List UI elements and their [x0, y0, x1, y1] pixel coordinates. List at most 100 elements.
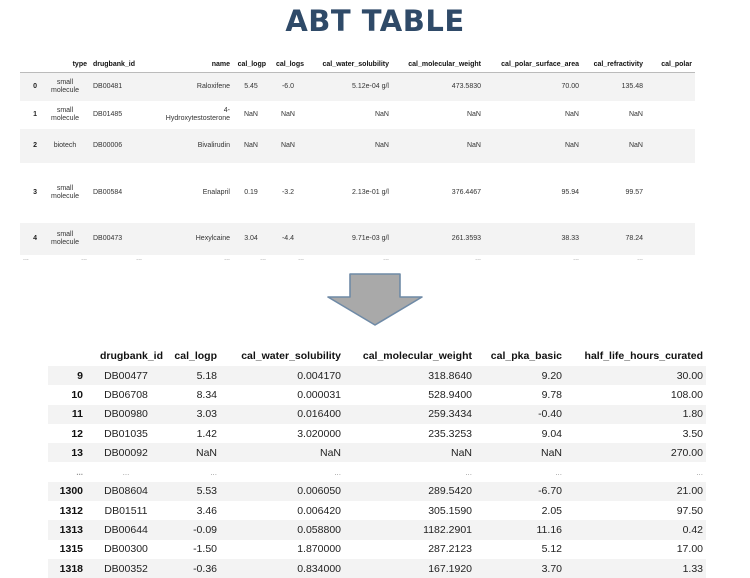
column-header-cal-molecular-weight: cal_molecular_weight — [392, 56, 484, 73]
cell-cal-molecular-weight: ... — [465, 467, 472, 477]
row-index: 1313 — [59, 524, 83, 537]
column-header-cal-water-solubility: cal_water_solubility — [241, 350, 341, 362]
column-header-cal-water-solubility: cal_water_solubility — [307, 56, 392, 73]
ellipsis-cell: ... — [637, 254, 643, 262]
cell-drugbank-id: DB00477 — [104, 369, 148, 382]
cell-cal-logp: 3.04 — [244, 235, 258, 242]
cell-cal-polar-surface-area: 70.00 — [561, 83, 579, 91]
cell-drugbank-id: DB06708 — [104, 388, 148, 401]
row-index: 1318 — [59, 562, 83, 575]
cell-drugbank-id: DB00092 — [104, 446, 148, 459]
cell-name: Enalapril — [145, 163, 233, 223]
row-index: ... — [76, 467, 83, 477]
column-header-index — [48, 346, 86, 366]
cell-cal-water-solubility: 2.13e-01 g/l — [352, 189, 389, 196]
cell-cal-refractivity: NaN — [628, 111, 643, 118]
cell-cal-logp: NaN — [195, 446, 217, 459]
cell-cal-molecular-weight: NaN — [466, 111, 481, 118]
cell-cal-pka-basic: 2.05 — [541, 504, 562, 517]
cell-half-life-hours-curated: ... — [696, 467, 703, 477]
table-row: 1300 DB08604 5.53 0.006050 289.5420 -6.70 21.0… — [48, 481, 706, 502]
ellipsis-cell: ... — [383, 254, 389, 262]
cell-cal-logp: 3.46 — [196, 504, 217, 517]
cell-cal-logs: -3.2 — [281, 189, 295, 196]
row-index: 1312 — [59, 504, 83, 517]
cell-half-life-hours-curated: 3.50 — [682, 427, 703, 440]
cell-cal-logp: NaN — [243, 111, 258, 118]
cell-cal-molecular-weight: 259.3434 — [428, 408, 472, 421]
cell-cal-molecular-weight: 318.8640 — [428, 369, 472, 382]
cell-type: small molecule — [40, 73, 90, 101]
abt-table-after: drugbank_id cal_logp cal_water_solubilit… — [48, 346, 706, 578]
cell-cal-refractivity: 135.48 — [621, 83, 643, 91]
cell-name-line: Raloxifene — [196, 82, 230, 90]
cell-cal-polar — [646, 223, 695, 255]
cell-cal-pka-basic: 11.16 — [536, 524, 563, 537]
cell-cal-water-solubility: 0.834000 — [297, 562, 341, 575]
row-index: 2 — [33, 142, 37, 149]
column-header-drugbank-id: drugbank_id — [90, 56, 145, 73]
cell-drugbank-id: DB00006 — [93, 142, 123, 149]
cell-half-life-hours-curated: 21.00 — [676, 485, 703, 498]
cell-name: Hexylcaine — [145, 223, 233, 255]
down-arrow-icon — [327, 273, 423, 326]
cell-cal-molecular-weight: 1182.2901 — [423, 524, 472, 537]
cell-cal-polar-surface-area: NaN — [564, 142, 579, 149]
cell-type: small molecule — [40, 101, 90, 129]
table-header-row: drugbank_id cal_logp cal_water_solubilit… — [48, 346, 706, 366]
cell-cal-polar-surface-area: NaN — [564, 111, 579, 118]
cell-cal-logp: 3.03 — [196, 408, 217, 421]
cell-cal-logp: 8.34 — [196, 388, 217, 401]
cell-drugbank-id: DB00481 — [93, 83, 123, 91]
cell-cal-molecular-weight: 287.2123 — [428, 543, 472, 556]
cell-cal-logp: 1.42 — [196, 427, 217, 440]
cell-cal-water-solubility: NaN — [319, 446, 341, 459]
column-header-cal-pka-basic: cal_pka_basic — [490, 350, 562, 362]
cell-drugbank-id: DB01485 — [93, 111, 123, 118]
cell-cal-pka-basic: ... — [555, 467, 562, 477]
column-header-cal-logp: cal_logp — [233, 56, 269, 73]
cell-cal-logs: -4.4 — [281, 235, 295, 242]
row-index: 4 — [33, 235, 37, 242]
ellipsis-cell: ... — [573, 254, 579, 262]
cell-cal-pka-basic: -0.40 — [538, 408, 562, 421]
cell-type: biotech — [40, 129, 90, 163]
cell-type-line: small — [56, 106, 74, 114]
cell-name-line: 4- — [223, 106, 230, 114]
page-title: ABT TABLE — [285, 4, 465, 38]
cell-cal-molecular-weight: NaN — [466, 142, 481, 149]
table-row: 9 DB00477 5.18 0.004170 318.8640 9.20 30.00 — [48, 366, 706, 386]
ellipsis-cell: ... — [298, 254, 304, 262]
cell-cal-water-solubility: 0.058800 — [297, 524, 341, 537]
cell-cal-pka-basic: 5.12 — [541, 543, 562, 556]
table-row-ellipsis: .............................. — [20, 254, 695, 269]
column-header-cal-logs: cal_logs — [269, 56, 307, 73]
cell-cal-water-solubility: 0.006420 — [297, 504, 341, 517]
cell-half-life-hours-curated: 108.00 — [670, 388, 703, 401]
cell-cal-water-solubility: ... — [334, 467, 341, 477]
table-row: 13 DB00092 NaN NaN NaN NaN 270.00 — [48, 443, 706, 463]
cell-drugbank-id: DB00980 — [104, 408, 148, 421]
cell-half-life-hours-curated: 30.00 — [676, 369, 703, 382]
cell-half-life-hours-curated: 0.42 — [682, 524, 703, 537]
cell-cal-water-solubility: 0.004170 — [297, 369, 341, 382]
cell-name-line: Hexylcaine — [195, 234, 230, 242]
cell-cal-logs: NaN — [280, 142, 295, 149]
row-index: 13 — [71, 446, 83, 459]
table-row: 11 DB00980 3.03 0.016400 259.3434 -0.40 1.80 — [48, 404, 706, 424]
abt-table-before: type drugbank_id name cal_logp cal_logs … — [20, 56, 695, 269]
table-row: 10 DB06708 8.34 0.000031 528.9400 9.78 108.00 — [48, 385, 706, 405]
row-index: 12 — [71, 427, 83, 440]
row-index: 11 — [71, 408, 83, 421]
cell-name: 4- Hydroxytestosterone — [145, 101, 233, 129]
row-index: 1315 — [59, 543, 83, 556]
cell-name: Raloxifene — [145, 73, 233, 101]
cell-cal-refractivity: 78.24 — [625, 235, 643, 242]
row-index: 1 — [33, 111, 37, 118]
cell-cal-logp: 0.19 — [244, 189, 258, 196]
cell-cal-water-solubility: 0.006050 — [297, 485, 341, 498]
cell-cal-logp: NaN — [243, 142, 258, 149]
cell-type: small molecule — [40, 223, 90, 255]
cell-cal-refractivity: 99.57 — [625, 189, 643, 196]
cell-cal-molecular-weight: 261.3593 — [451, 235, 481, 242]
